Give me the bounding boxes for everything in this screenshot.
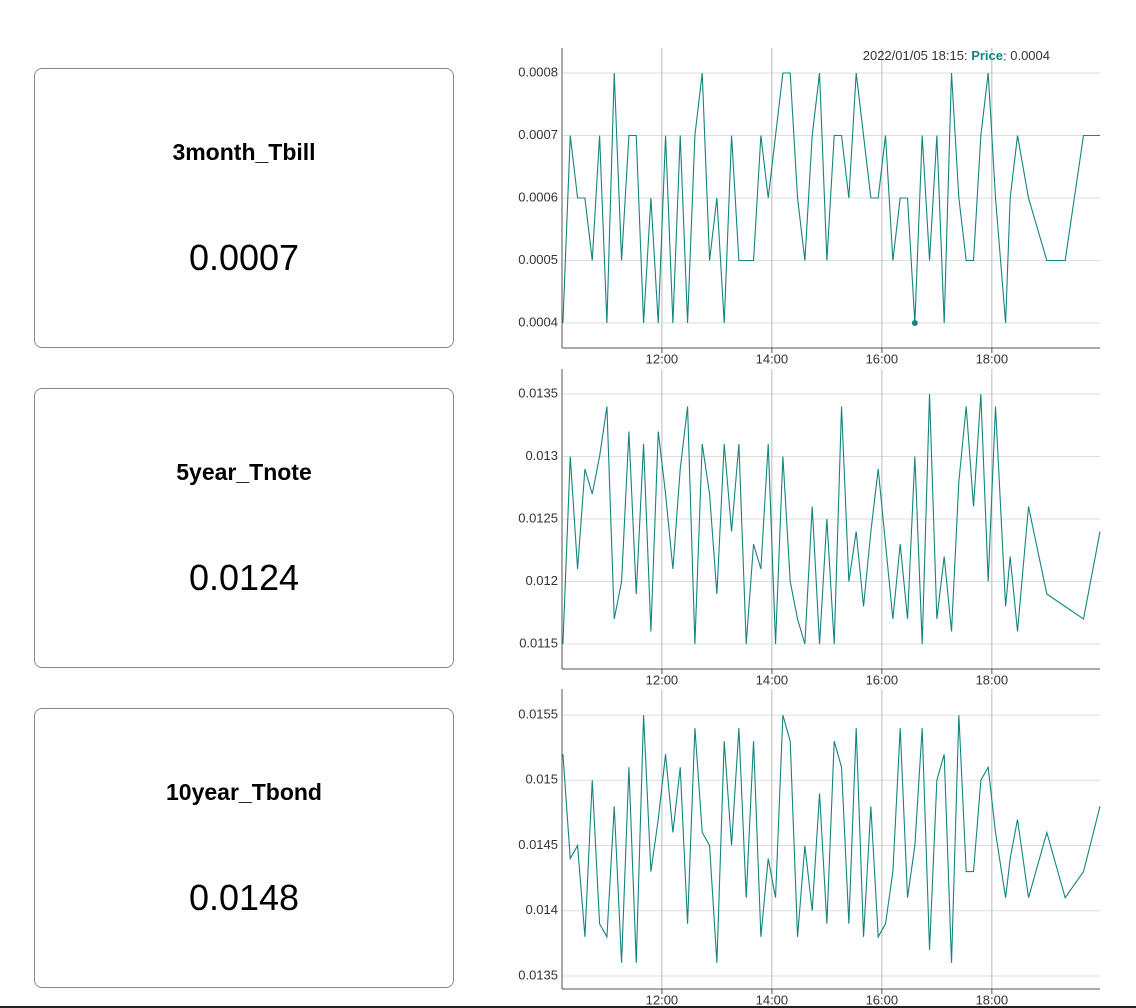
y-tick-label: 0.0004 [518, 314, 558, 329]
x-tick-label: 18:00 [976, 672, 1009, 687]
y-tick-label: 0.013 [525, 448, 558, 463]
price-line [562, 393, 1101, 645]
card-value: 0.0148 [188, 877, 300, 918]
card-value: 0.0007 [188, 237, 300, 278]
y-tick-label: 0.014 [525, 902, 558, 917]
price-line [562, 714, 1101, 963]
x-tick-label: 12:00 [646, 992, 679, 1007]
price-line [562, 72, 1100, 324]
card: 3month_Tbill 0.0007 [34, 68, 454, 348]
x-tick-label: 14:00 [756, 672, 789, 687]
card: 10year_Tbond 0.0148 [34, 708, 454, 988]
tooltip: 2022/01/05 18:15: Price: 0.0004 [863, 48, 1050, 63]
x-tick-label: 18:00 [976, 992, 1009, 1007]
card-title: 5year_Tnote [176, 459, 312, 485]
x-tick-label: 16:00 [866, 672, 899, 687]
y-tick-label: 0.0125 [518, 510, 558, 525]
y-tick-label: 0.015 [525, 772, 558, 787]
y-tick-label: 0.0008 [518, 64, 558, 79]
card: 5year_Tnote 0.0124 [34, 388, 454, 668]
x-tick-label: 16:00 [866, 992, 899, 1007]
tooltip-time: 2022/01/05 18:15: [863, 48, 968, 63]
tooltip-value: 0.0004 [1010, 48, 1050, 63]
x-tick-label: 14:00 [756, 351, 789, 366]
card-title: 10year_Tbond [166, 779, 322, 805]
hover-point [911, 320, 918, 326]
y-tick-label: 0.0005 [518, 252, 558, 267]
tooltip-label: Price [971, 48, 1003, 63]
y-tick-label: 0.012 [525, 573, 558, 588]
y-tick-label: 0.0135 [518, 385, 558, 400]
y-tick-label: 0.0115 [519, 635, 558, 650]
y-tick-label: 0.0155 [518, 707, 558, 722]
x-tick-label: 12:00 [646, 351, 679, 366]
y-tick-label: 0.0007 [518, 127, 558, 142]
card-value: 0.0124 [188, 557, 300, 598]
x-tick-label: 16:00 [866, 351, 899, 366]
x-tick-label: 12:00 [646, 672, 679, 687]
x-tick-label: 18:00 [976, 351, 1009, 366]
y-tick-label: 0.0145 [518, 837, 558, 852]
card-title: 3month_Tbill [172, 139, 316, 165]
scrollbar-edge [0, 1006, 1136, 1008]
x-tick-label: 14:00 [756, 992, 789, 1007]
y-tick-label: 0.0006 [518, 189, 558, 204]
y-tick-label: 0.0135 [518, 967, 558, 982]
